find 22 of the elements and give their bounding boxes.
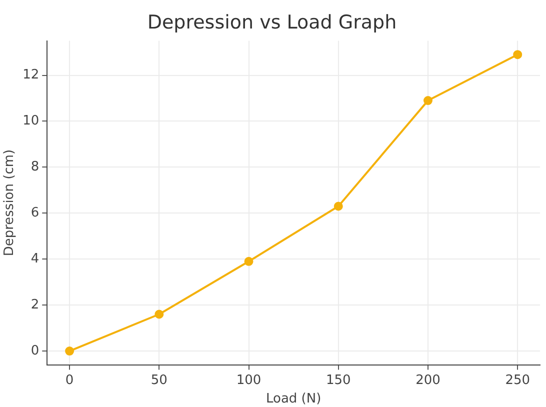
x-tick-label: 100: [236, 372, 262, 388]
y-tick-label: 2: [30, 297, 40, 312]
point: [423, 96, 432, 106]
point: [244, 256, 254, 266]
y-tick-label: 8: [30, 160, 40, 175]
x-tick-label: 200: [416, 372, 440, 388]
y-tick-label: 12: [22, 68, 40, 83]
point: [334, 202, 343, 211]
x-tick-label: 50: [150, 372, 168, 388]
point: [65, 346, 74, 356]
x-tick-label: 0: [65, 372, 74, 388]
x-tick-label: 150: [326, 372, 351, 388]
point: [154, 310, 164, 319]
point: [513, 50, 522, 60]
y-tick-label: 0: [30, 343, 40, 358]
y-axis-title: Depression (cm): [2, 149, 18, 256]
x-axis-title: Load (N): [266, 392, 322, 407]
y-tick-label: 4: [30, 251, 40, 266]
y-tick-label: 6: [30, 206, 40, 221]
x-tick-label: 250: [505, 372, 530, 388]
chart-title: Depression vs Load Graph: [147, 11, 397, 34]
y-tick-label: 10: [22, 114, 40, 129]
